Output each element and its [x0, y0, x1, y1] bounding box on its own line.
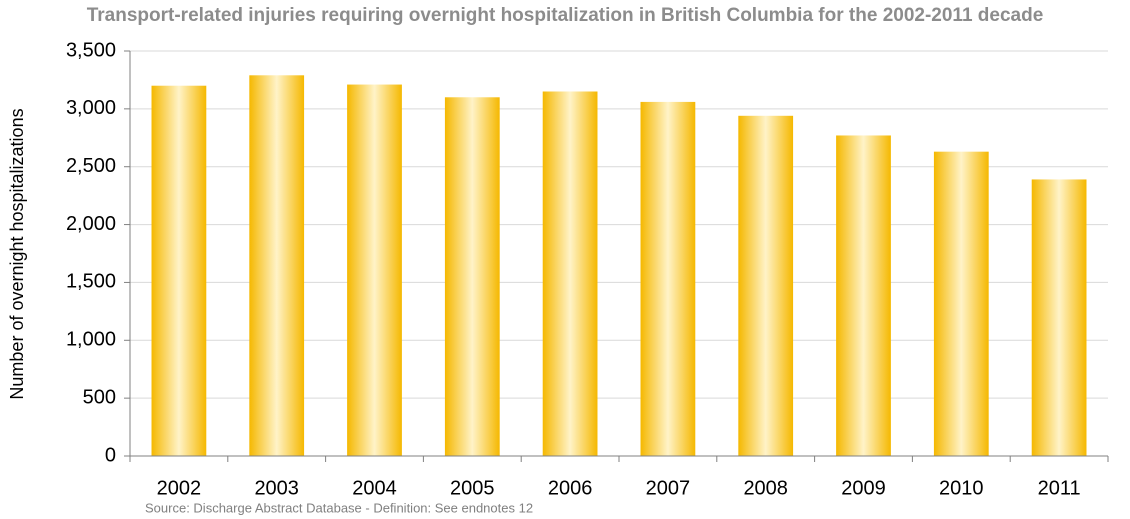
y-tick-label: 3,500	[66, 39, 116, 61]
x-tick-label: 2008	[743, 477, 788, 499]
x-tick-label: 2007	[646, 477, 691, 499]
y-tick-label: 500	[83, 386, 116, 408]
x-tick-label: 2009	[841, 477, 886, 499]
x-tick-label: 2010	[939, 477, 984, 499]
y-tick-label: 2,500	[66, 155, 116, 177]
bar	[640, 101, 696, 457]
x-tick-label: 2004	[352, 477, 397, 499]
bar	[738, 115, 794, 457]
bar	[542, 91, 598, 456]
y-tick-label: 1,000	[66, 329, 116, 351]
y-tick-label: 3,000	[66, 97, 116, 119]
bar	[1031, 179, 1087, 456]
bar	[249, 75, 305, 457]
bar	[444, 97, 500, 457]
y-tick-label: 2,000	[66, 213, 116, 235]
bar	[933, 151, 989, 456]
x-tick-label: 2002	[157, 477, 202, 499]
bar	[151, 85, 207, 456]
bar	[836, 135, 891, 456]
x-tick-label: 2011	[1038, 477, 1081, 499]
source-note: Source: Discharge Abstract Database - De…	[145, 500, 533, 515]
y-axis-label: Number of overnight hospitalizations	[7, 108, 27, 399]
x-tick-label: 2006	[548, 477, 593, 499]
chart-title: Transport-related injuries requiring ove…	[87, 5, 1044, 26]
y-tick-label: 0	[105, 444, 116, 466]
x-tick-label: 2005	[450, 477, 495, 499]
bar	[347, 84, 402, 457]
x-tick-label: 2003	[254, 477, 299, 499]
y-tick-label: 1,500	[66, 271, 116, 293]
